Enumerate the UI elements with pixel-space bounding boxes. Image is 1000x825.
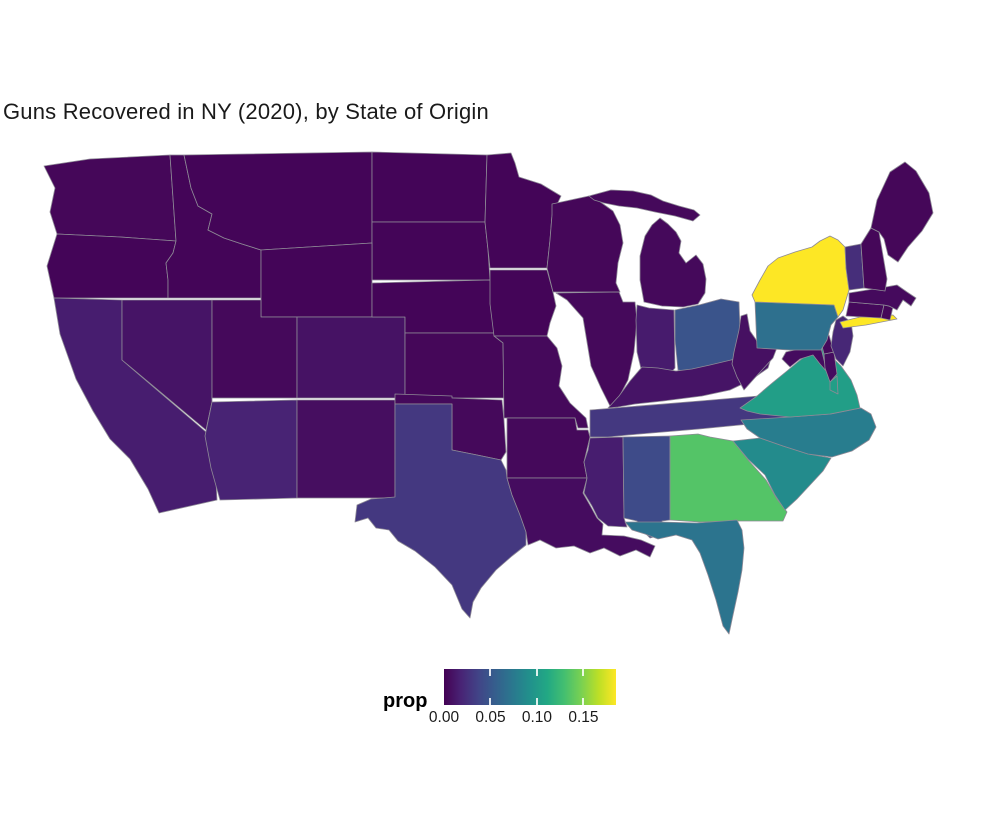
state-PA	[754, 301, 839, 351]
state-TX	[354, 403, 527, 619]
state-MA	[848, 284, 917, 311]
state-NM	[296, 399, 396, 499]
state-IN	[635, 304, 676, 378]
state-MO	[493, 335, 589, 429]
state-NY	[751, 235, 850, 318]
state-SD	[371, 221, 491, 281]
state-LA	[506, 477, 656, 558]
state-FL	[624, 519, 745, 635]
states-layer	[43, 151, 934, 635]
state-VA-eastern-shore	[829, 375, 839, 395]
state-OR	[46, 233, 177, 299]
state-NJ	[830, 315, 854, 367]
state-ME	[870, 161, 934, 263]
state-CO	[296, 316, 406, 399]
state-MI-lower	[639, 217, 707, 308]
state-MD	[781, 343, 828, 373]
state-AZ	[204, 399, 298, 501]
state-IA	[489, 269, 557, 337]
state-ND	[371, 151, 488, 223]
state-MI-upper	[588, 189, 701, 222]
state-WI	[546, 195, 624, 293]
state-GA	[669, 433, 788, 523]
state-KS	[404, 332, 505, 399]
plot-title: Guns Recovered in NY (2020), by State of…	[3, 99, 489, 124]
state-VT	[844, 243, 865, 291]
state-WY	[260, 242, 373, 318]
state-WA	[43, 154, 177, 242]
